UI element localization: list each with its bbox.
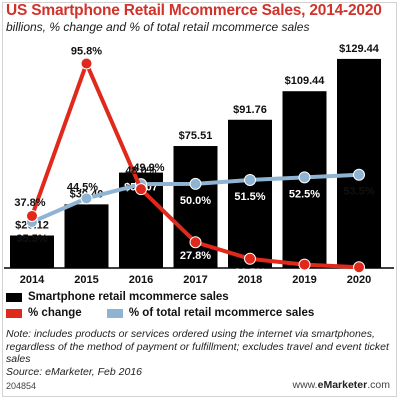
share-label-2019: 52.5% (289, 188, 320, 200)
site-brand: eMarketer (317, 379, 368, 391)
x-tick-label-2017: 2017 (183, 274, 207, 286)
pct-change-point-2017 (189, 236, 202, 249)
bar-value-label-2018: $91.76 (233, 104, 267, 116)
pct-change-point-2018 (244, 252, 256, 265)
footnote: Note: includes products or services orde… (6, 328, 392, 378)
x-tick-label-2020: 2020 (347, 274, 371, 286)
bar-value-label-2017: $75.51 (179, 130, 213, 142)
share-point-2019 (298, 171, 311, 184)
share-point-2020 (353, 168, 365, 181)
bar-2015 (64, 204, 109, 268)
share-label-2016: 49.9% (133, 162, 164, 174)
site-credit: www.eMarketer.com (293, 379, 390, 391)
pct-change-point-2019 (298, 258, 311, 271)
legend-label-pct-change: % change (28, 307, 82, 319)
x-tick-label-2018: 2018 (238, 274, 262, 286)
share-label-2018: 51.5% (234, 191, 265, 203)
x-tick-label-2019: 2019 (292, 274, 316, 286)
share-label-2017: 50.0% (180, 195, 211, 207)
x-tick-label-2016: 2016 (129, 274, 153, 286)
pct-change-label-2017: 27.8% (180, 250, 211, 262)
share-point-2015 (80, 192, 93, 205)
x-tick-label-2015: 2015 (74, 274, 98, 286)
share-label-2020: 53.5% (343, 186, 374, 198)
site-prefix: www. (292, 379, 318, 391)
legend-swatch-share (106, 308, 123, 318)
pct-change-label-2019: 19.3% (289, 273, 320, 285)
bar-2014 (10, 235, 54, 268)
legend-label-share: % of total retail mcommerce sales (128, 307, 315, 319)
pct-change-label-2015: 95.8% (71, 46, 102, 58)
chart-title: US Smartphone Retail Mcommerce Sales, 20… (6, 2, 382, 19)
pct-change-point-2015 (80, 57, 93, 70)
legend-swatch-pct-change (6, 308, 22, 318)
site-suffix: .com (367, 379, 390, 391)
legend-item-pct-change: % change (6, 307, 82, 319)
share-point-2018 (244, 173, 256, 186)
share-label-2015: 44.5% (67, 181, 98, 193)
chart-id: 204854 (6, 381, 37, 391)
pct-change-label-2016: 48.0% (125, 165, 156, 177)
share-point-2017 (189, 177, 202, 190)
bar-value-label-2019: $109.44 (285, 75, 326, 87)
legend-item-share: % of total retail mcommerce sales (106, 307, 315, 319)
bar-value-label-2020: $129.44 (339, 43, 380, 55)
pct-change-point-2020 (353, 261, 365, 274)
chart-subtitle: billions, % change and % of total retail… (6, 20, 310, 34)
share-label-2014: 35.5% (16, 233, 47, 245)
legend-label-sales: Smartphone retail mcommerce sales (28, 291, 229, 303)
pct-change-point-2014 (26, 209, 38, 222)
x-tick-label-2014: 2014 (20, 274, 45, 286)
pct-change-label-2020: 18.3% (343, 274, 374, 286)
source-text: Source: eMarketer, Feb 2016 (6, 365, 142, 378)
legend-swatch-sales (6, 292, 22, 302)
pct-change-label-2014: 37.8% (14, 197, 45, 209)
pct-change-point-2016 (135, 183, 147, 196)
legend-item-sales: Smartphone retail mcommerce sales (6, 291, 229, 303)
bar-2018 (228, 119, 272, 268)
pct-change-label-2018: 21.5% (234, 267, 265, 279)
bar-2020 (337, 58, 381, 268)
note-text: Note: includes products or services orde… (6, 328, 389, 365)
